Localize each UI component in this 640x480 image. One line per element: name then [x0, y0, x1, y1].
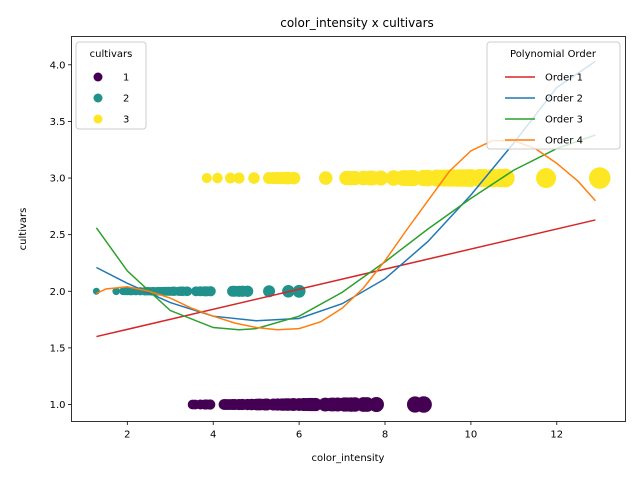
- point-class3-11: [287, 171, 301, 185]
- legend-cultivars-box: [75, 41, 147, 130]
- y-tick-label-2: 2.0: [50, 287, 66, 298]
- point-class3-3: [233, 172, 245, 184]
- y-tick-label-3.5: 3.5: [50, 117, 66, 128]
- point-class2-44: [292, 284, 306, 298]
- point-class3-1: [212, 172, 223, 184]
- point-class2-31: [182, 286, 193, 297]
- point-class2-36: [205, 286, 216, 297]
- legend-cultivars-marker-3: [93, 114, 103, 124]
- point-class2-41: [241, 285, 254, 297]
- point-class2-0: [92, 287, 100, 295]
- legend-poly-label-1: Order 1: [545, 73, 583, 84]
- legend-cultivars-label-1: 1: [123, 73, 129, 84]
- point-class3-43: [588, 167, 611, 189]
- point-class3-2: [224, 172, 236, 184]
- legend-cultivars-title: cultivars: [90, 49, 133, 60]
- x-tick-label-2: 2: [124, 430, 130, 441]
- x-tick-label-10: 10: [465, 430, 478, 441]
- fit-line-order-1: [96, 219, 596, 338]
- point-class3-19: [373, 170, 389, 186]
- point-class2-42: [263, 285, 276, 298]
- legend-cultivars-label-3: 3: [123, 115, 129, 126]
- x-tick-label-6: 6: [296, 430, 302, 441]
- y-tick-label-1: 1.0: [50, 400, 66, 411]
- legend-poly-label-3: Order 3: [545, 115, 583, 126]
- legend-cultivars-marker-1: [93, 72, 103, 82]
- x-tick-label-4: 4: [210, 430, 216, 441]
- y-tick-label-3: 3.0: [50, 174, 66, 185]
- y-tick-label-4: 4.0: [50, 60, 66, 71]
- point-class3-4: [248, 172, 260, 184]
- point-class3-0: [201, 172, 212, 184]
- point-class1-35: [308, 397, 323, 412]
- point-class3-12: [318, 171, 333, 185]
- legend-poly-label-4: Order 4: [545, 136, 583, 147]
- plot-frame: [71, 36, 626, 422]
- y-axis-label: cultivars: [18, 208, 29, 251]
- legend-poly-title: Polynomial Order: [510, 49, 597, 60]
- point-class1-48: [368, 396, 384, 413]
- point-class2-1: [112, 287, 120, 296]
- chart-title: color_intensity x cultivars: [280, 16, 434, 30]
- legend-poly-box: [486, 41, 621, 150]
- legend-cultivars-label-2: 2: [123, 94, 129, 105]
- point-class1-5: [205, 399, 216, 410]
- fit-line-order-3: [95, 134, 596, 331]
- x-tick-label-12: 12: [550, 430, 563, 441]
- legend-cultivars-marker-2: [93, 93, 103, 103]
- x-tick-label-8: 8: [382, 430, 388, 441]
- legend-poly-label-2: Order 2: [545, 94, 583, 105]
- point-class3-42: [536, 168, 557, 189]
- y-tick-label-2.5: 2.5: [50, 230, 66, 241]
- y-tick-label-1.5: 1.5: [50, 343, 66, 354]
- x-axis-label: color_intensity: [312, 453, 385, 464]
- point-class1-50: [415, 396, 432, 413]
